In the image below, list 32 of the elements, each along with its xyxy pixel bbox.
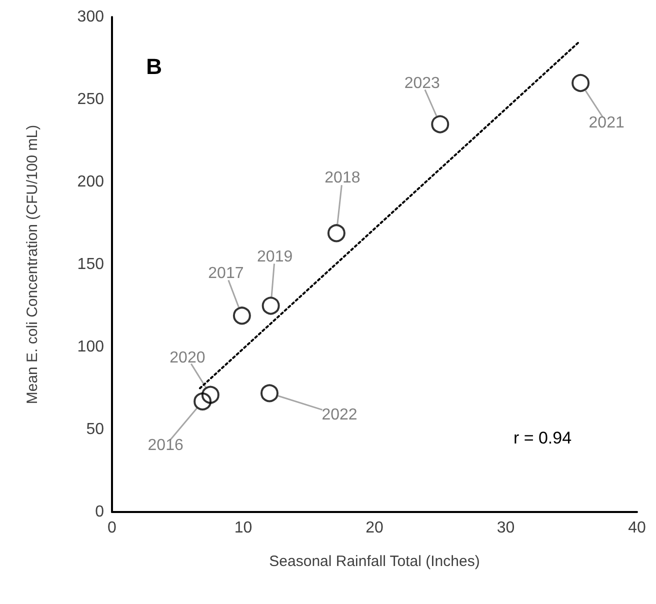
y-tick-label: 250	[77, 91, 104, 108]
annotation: 2016	[148, 436, 184, 454]
y-tick-label: 200	[77, 174, 104, 190]
x-tick-label: 30	[496, 520, 515, 536]
point	[572, 74, 590, 92]
annotation: 2022	[322, 406, 358, 424]
point	[201, 386, 220, 404]
x-tick-label: 40	[628, 520, 646, 536]
annotation: 2023	[404, 74, 440, 92]
point	[260, 384, 278, 402]
point	[194, 392, 212, 410]
x-axis-title: Seasonal Rainfall Total (Inches)	[269, 553, 480, 570]
annotation: r = 0.94	[513, 428, 572, 448]
y-tick-label: 300	[77, 8, 104, 26]
y-tick-label: 0	[95, 504, 104, 520]
y-tick-label: 50	[86, 421, 104, 438]
point	[327, 224, 346, 242]
y-tick-label: 100	[77, 338, 104, 356]
y-tick-label: 150	[77, 256, 104, 273]
point	[431, 115, 450, 134]
point	[262, 296, 280, 315]
annotation: 2019	[257, 248, 293, 266]
point	[232, 306, 251, 325]
x-tick-label: 20	[366, 520, 384, 536]
annotation: 2021	[588, 114, 624, 132]
annotation: B	[146, 54, 162, 79]
x-tick-label: 0	[108, 520, 117, 536]
y-axis-title: Mean E. coli Concentration (CFU/100 mL)	[24, 124, 41, 404]
annotation: 2018	[324, 170, 360, 187]
annotation: 2017	[208, 265, 244, 282]
annotation: 2020	[170, 349, 206, 366]
x-tick-label: 10	[234, 520, 252, 536]
